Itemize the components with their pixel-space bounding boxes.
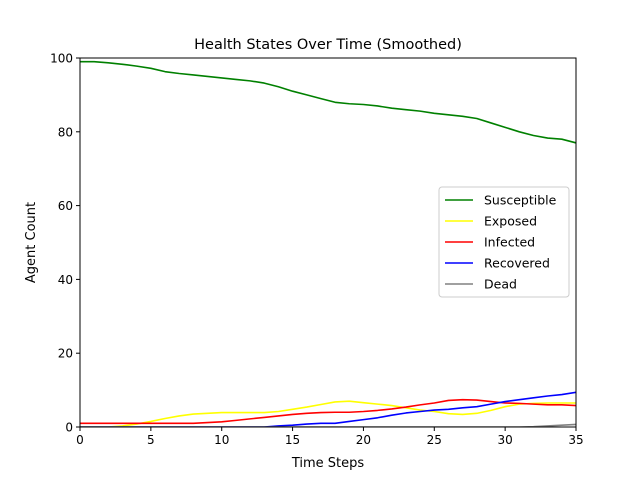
legend-label-dead: Dead: [484, 277, 517, 292]
x-tick-label: 10: [214, 433, 229, 447]
series-lines: [80, 60, 576, 427]
y-tick-label: 0: [65, 421, 73, 435]
y-tick-label: 60: [58, 199, 73, 213]
y-axis-ticks: 0 20 40 60 80 100: [50, 52, 80, 435]
chart-title: Health States Over Time (Smoothed): [194, 37, 462, 53]
y-tick-label: 40: [58, 273, 73, 287]
x-tick-label: 35: [568, 433, 583, 447]
legend-label-infected: Infected: [484, 235, 535, 250]
legend-entries: Susceptible Exposed Infected Recovered Dead: [445, 193, 557, 292]
y-tick-label: 80: [58, 125, 73, 139]
y-tick-label: 100: [50, 52, 73, 66]
y-axis-label: Agent Count: [24, 202, 39, 283]
x-tick-label: 0: [76, 433, 84, 447]
x-axis-ticks: 0 5 10 15 20 25 30 35: [76, 427, 584, 447]
series-line-recovered: [80, 391, 576, 427]
series-line-susceptible: [80, 60, 576, 144]
x-tick-label: 15: [285, 433, 300, 447]
series-line-exposed: [80, 400, 576, 427]
legend-label-recovered: Recovered: [484, 256, 550, 271]
x-tick-label: 20: [356, 433, 371, 447]
x-axis-label: Time Steps: [291, 456, 365, 471]
x-tick-label: 30: [498, 433, 513, 447]
x-tick-label: 25: [427, 433, 442, 447]
legend: Susceptible Exposed Infected Recovered Dead: [438, 186, 570, 298]
legend-box: [438, 186, 570, 298]
legend-label-exposed: Exposed: [484, 214, 537, 229]
series-line-infected: [80, 398, 576, 425]
plot-frame: [79, 57, 577, 428]
legend-label-susceptible: Susceptible: [484, 193, 557, 208]
y-tick-label: 20: [58, 347, 73, 361]
x-tick-label: 5: [147, 433, 155, 447]
